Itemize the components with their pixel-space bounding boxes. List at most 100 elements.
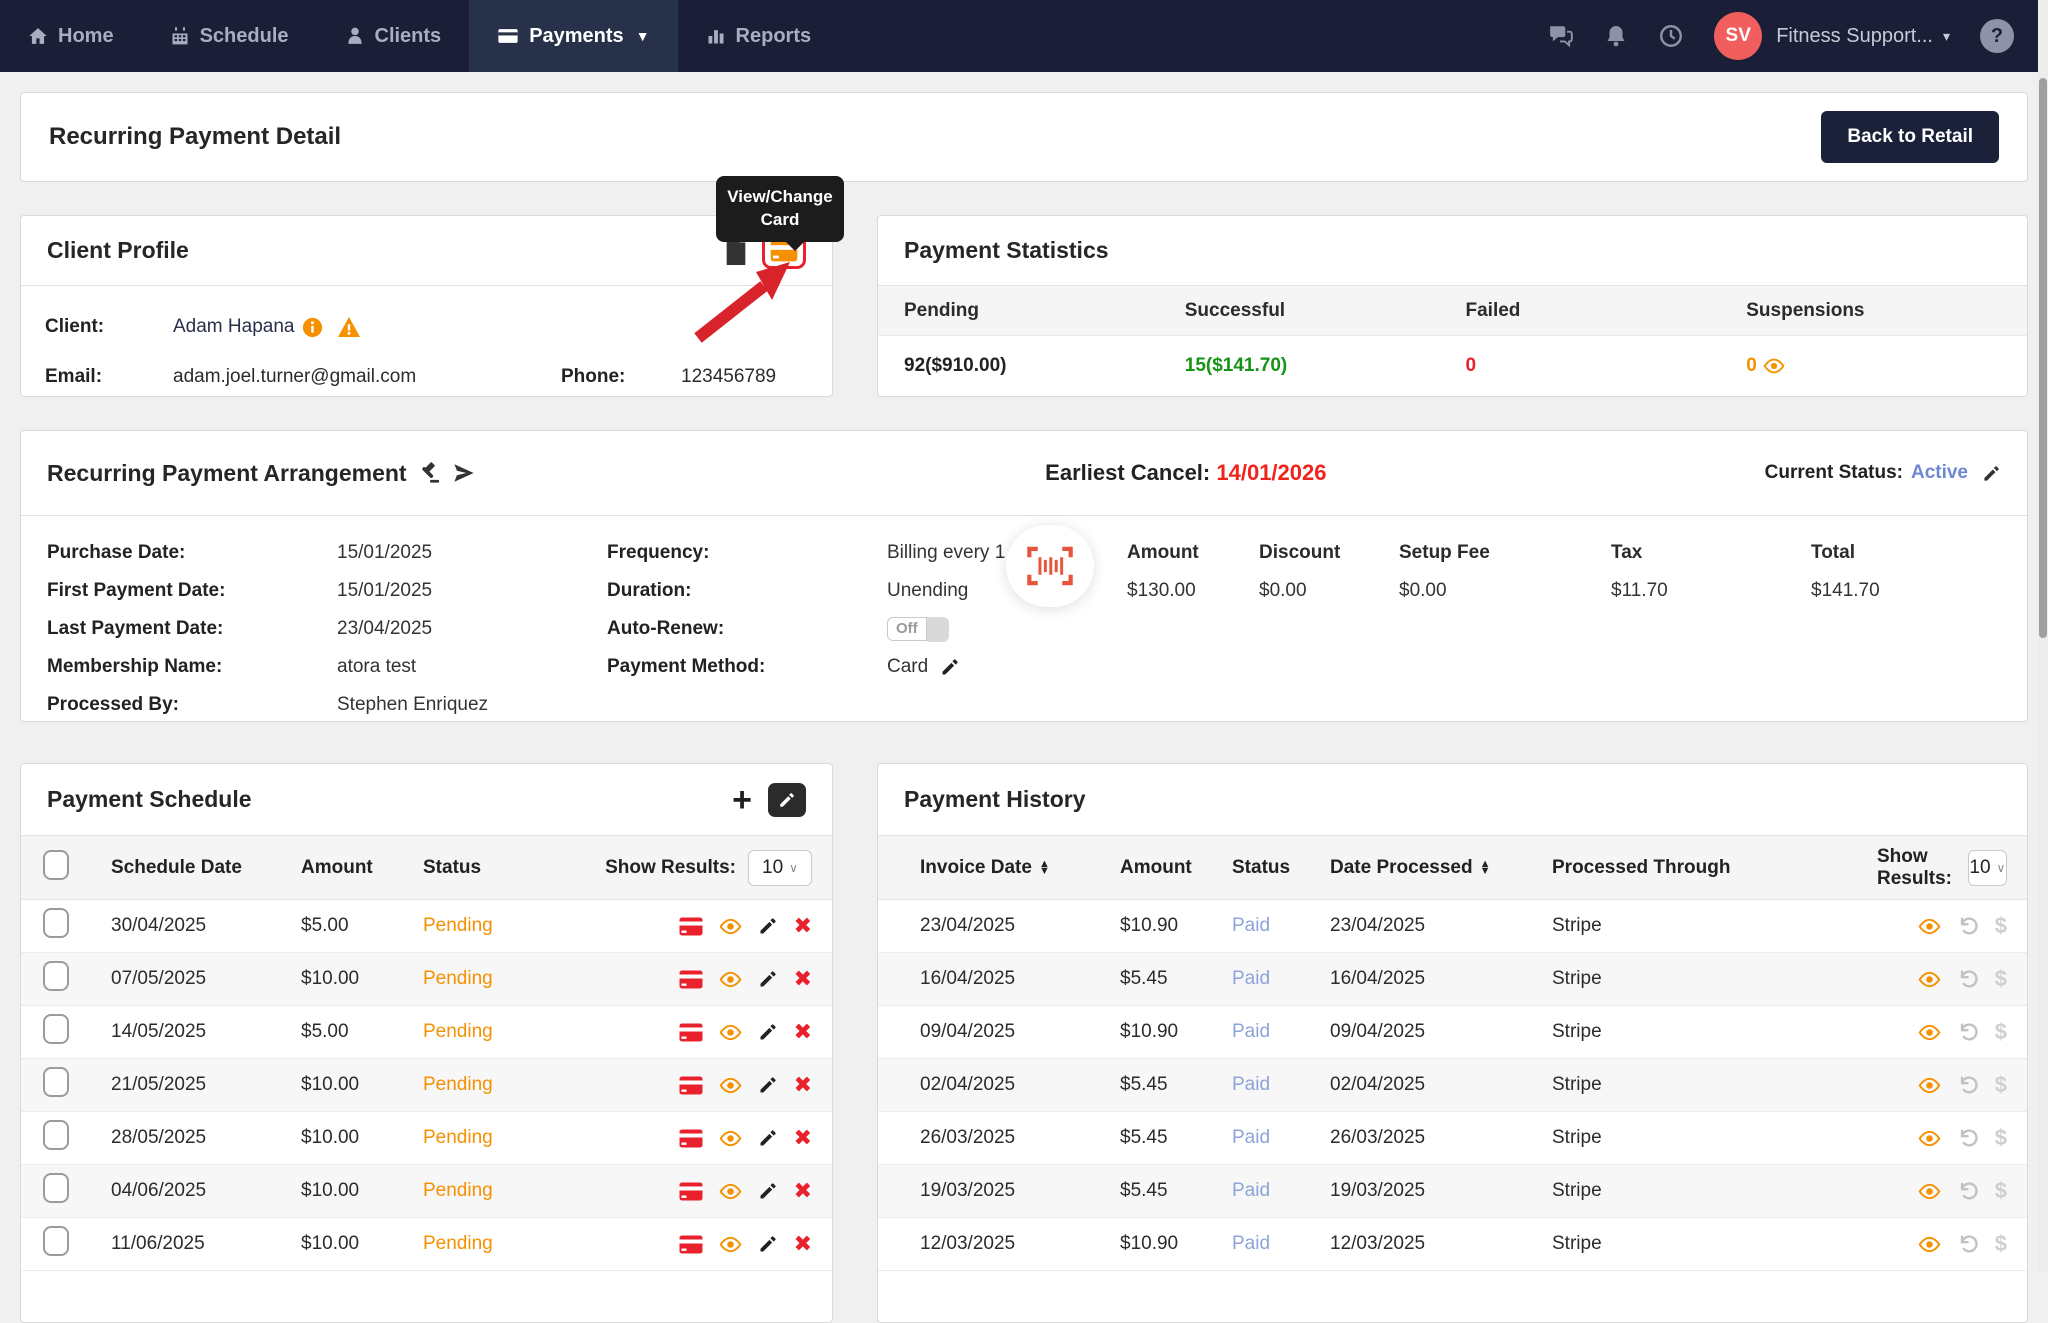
back-to-retail-button[interactable]: Back to Retail — [1821, 111, 1999, 163]
charge-card-icon[interactable] — [679, 917, 703, 936]
history-row-amount: $5.45 — [1120, 1074, 1232, 1096]
history-show-results-select[interactable]: 10 ∨ — [1968, 850, 2007, 886]
charge-dollar-icon[interactable]: $ — [1995, 1125, 2007, 1151]
total-label: Total — [1811, 534, 2001, 572]
charge-card-icon[interactable] — [679, 970, 703, 989]
view-eye-icon[interactable] — [1918, 1236, 1941, 1253]
edit-pencil-icon[interactable] — [758, 969, 778, 989]
history-col-invoice-date[interactable]: Invoice Date ▲▼ — [920, 857, 1120, 879]
delete-x-icon[interactable]: ✖ — [794, 914, 812, 939]
clock-icon[interactable] — [1658, 23, 1684, 49]
nav-item-home[interactable]: Home — [0, 0, 142, 72]
row-checkbox[interactable] — [43, 1067, 69, 1097]
client-name-link[interactable]: Adam Hapana — [173, 316, 294, 338]
edit-pencil-icon[interactable] — [758, 1181, 778, 1201]
schedule-row: 11/06/2025 $10.00 Pending ✖ — [21, 1218, 832, 1271]
refund-undo-icon[interactable] — [1957, 1021, 1979, 1043]
row-checkbox[interactable] — [43, 1120, 69, 1150]
history-row-date-processed: 23/04/2025 — [1330, 915, 1552, 937]
edit-pencil-icon[interactable] — [758, 916, 778, 936]
refund-undo-icon[interactable] — [1957, 968, 1979, 990]
view-eye-icon[interactable] — [719, 1130, 742, 1147]
bulk-edit-button[interactable] — [768, 783, 806, 817]
nav-item-clients[interactable]: Clients — [317, 0, 470, 72]
view-eye-icon[interactable] — [719, 1077, 742, 1094]
view-eye-icon[interactable] — [719, 918, 742, 935]
refund-undo-icon[interactable] — [1957, 915, 1979, 937]
charge-card-icon[interactable] — [679, 1182, 703, 1201]
suspensions-eye-icon[interactable] — [1763, 358, 1785, 374]
history-row-invoice-date: 02/04/2025 — [920, 1074, 1120, 1096]
charge-card-icon[interactable] — [679, 1129, 703, 1148]
view-eye-icon[interactable] — [719, 971, 742, 988]
row-checkbox[interactable] — [43, 1226, 69, 1256]
account-menu[interactable]: Fitness Support... ▾ — [1776, 25, 1950, 48]
row-checkbox[interactable] — [43, 1014, 69, 1044]
charge-dollar-icon[interactable]: $ — [1995, 1178, 2007, 1204]
history-row-processed-through: Stripe — [1552, 968, 1877, 990]
scrollbar-thumb[interactable] — [2039, 78, 2047, 638]
edit-pencil-icon[interactable] — [758, 1075, 778, 1095]
view-eye-icon[interactable] — [1918, 1077, 1941, 1094]
status-edit-pencil-icon[interactable] — [1982, 464, 2001, 483]
email-label: Email: — [45, 366, 173, 388]
charge-card-icon[interactable] — [679, 1235, 703, 1254]
view-change-card-tooltip: View/Change Card — [716, 176, 844, 242]
history-row-status: Paid — [1232, 915, 1330, 937]
view-eye-icon[interactable] — [1918, 1130, 1941, 1147]
view-eye-icon[interactable] — [719, 1183, 742, 1200]
refund-undo-icon[interactable] — [1957, 1127, 1979, 1149]
row-checkbox[interactable] — [43, 1173, 69, 1203]
vertical-scrollbar[interactable] — [2038, 0, 2048, 1273]
schedule-table-header: Schedule Date Amount Status Show Results… — [21, 836, 832, 900]
row-checkbox[interactable] — [43, 961, 69, 991]
stats-suspensions-value: 0 — [1746, 355, 1757, 377]
row-checkbox[interactable] — [43, 908, 69, 938]
view-eye-icon[interactable] — [1918, 1183, 1941, 1200]
help-icon[interactable]: ? — [1980, 19, 2014, 53]
schedule-show-results-select[interactable]: 10 ∨ — [748, 850, 812, 886]
refund-undo-icon[interactable] — [1957, 1233, 1979, 1255]
nav-item-payments[interactable]: Payments ▼ — [469, 0, 677, 72]
delete-x-icon[interactable]: ✖ — [794, 1020, 812, 1045]
add-schedule-icon[interactable]: + — [732, 783, 752, 817]
history-col-date-processed[interactable]: Date Processed ▲▼ — [1330, 857, 1552, 879]
view-eye-icon[interactable] — [1918, 1024, 1941, 1041]
auto-renew-toggle[interactable]: Off — [887, 617, 1127, 642]
charge-dollar-icon[interactable]: $ — [1995, 1072, 2007, 1098]
delete-x-icon[interactable]: ✖ — [794, 1126, 812, 1151]
delete-x-icon[interactable]: ✖ — [794, 967, 812, 992]
warning-icon[interactable] — [337, 316, 361, 338]
delete-x-icon[interactable]: ✖ — [794, 1073, 812, 1098]
charge-dollar-icon[interactable]: $ — [1995, 966, 2007, 992]
edit-pencil-icon[interactable] — [758, 1022, 778, 1042]
send-icon[interactable] — [453, 462, 475, 484]
charge-card-icon[interactable] — [679, 1023, 703, 1042]
view-eye-icon[interactable] — [1918, 971, 1941, 988]
barcode-scan-widget[interactable] — [1006, 525, 1094, 607]
refund-undo-icon[interactable] — [1957, 1074, 1979, 1096]
refund-undo-icon[interactable] — [1957, 1180, 1979, 1202]
delete-x-icon[interactable]: ✖ — [794, 1232, 812, 1257]
info-icon[interactable] — [302, 317, 323, 338]
view-eye-icon[interactable] — [719, 1236, 742, 1253]
chat-icon[interactable] — [1548, 23, 1574, 49]
edit-pencil-icon[interactable] — [758, 1128, 778, 1148]
nav-item-reports[interactable]: Reports — [678, 0, 840, 72]
view-eye-icon[interactable] — [719, 1024, 742, 1041]
charge-card-icon[interactable] — [679, 1076, 703, 1095]
avatar[interactable]: SV — [1714, 12, 1762, 60]
view-eye-icon[interactable] — [1918, 918, 1941, 935]
current-status-value: Active — [1911, 462, 1968, 484]
select-all-checkbox[interactable] — [43, 850, 69, 880]
edit-pencil-icon[interactable] — [758, 1234, 778, 1254]
charge-dollar-icon[interactable]: $ — [1995, 1019, 2007, 1045]
nav-item-schedule[interactable]: Schedule — [142, 0, 317, 72]
bell-icon[interactable] — [1604, 24, 1628, 48]
delete-x-icon[interactable]: ✖ — [794, 1179, 812, 1204]
charge-dollar-icon[interactable]: $ — [1995, 913, 2007, 939]
payment-method-edit-pencil-icon[interactable] — [940, 657, 960, 677]
gavel-icon[interactable] — [419, 462, 441, 484]
schedule-row-date: 21/05/2025 — [111, 1074, 301, 1096]
charge-dollar-icon[interactable]: $ — [1995, 1231, 2007, 1257]
